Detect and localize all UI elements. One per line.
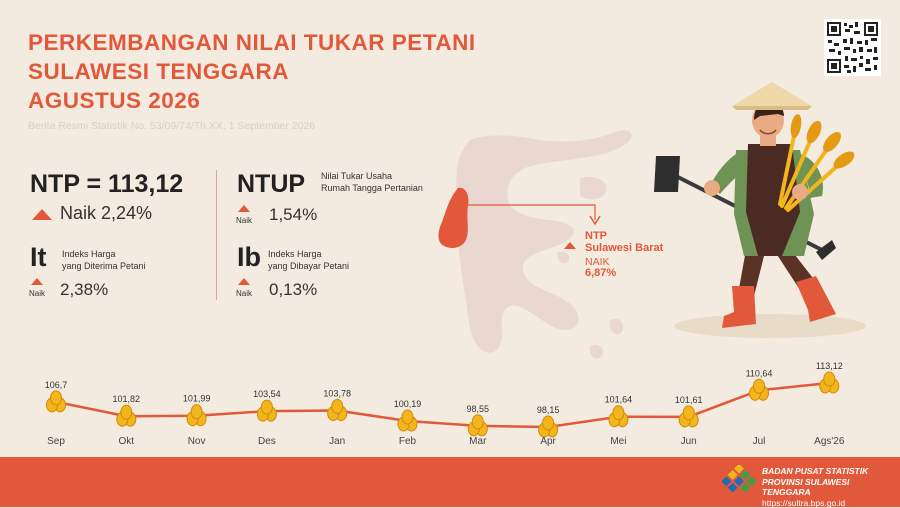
ib-abbr: Ib <box>237 242 261 273</box>
x-tick-label: Mar <box>469 436 487 447</box>
ntup-value: 1,54% <box>269 205 317 225</box>
ib-status: Naik <box>236 289 252 298</box>
data-label: 103,78 <box>323 388 351 398</box>
coin-stack-point <box>187 405 206 426</box>
data-label: 98,55 <box>467 404 490 414</box>
coin-stack-point <box>679 406 698 427</box>
coin-stack-point <box>468 415 487 436</box>
up-triangle-icon <box>238 205 250 212</box>
qr-code-icon[interactable] <box>824 19 881 76</box>
coin-stack-point <box>609 406 628 427</box>
x-tick-label: Nov <box>188 436 206 447</box>
coin-stack-point <box>47 391 66 412</box>
x-tick-label: Jul <box>753 436 766 447</box>
bps-organization: BADAN PUSAT STATISTIK PROVINSI SULAWESI … <box>762 466 900 508</box>
region-value: 6,87% <box>585 267 616 279</box>
x-tick-label: Ags'26 <box>814 436 845 447</box>
ntp-change: Naik 2,24% <box>60 203 152 224</box>
sulawesi-barat-highlight <box>439 188 469 248</box>
coin-stack-point <box>398 410 417 431</box>
bps-logo-icon <box>722 465 756 499</box>
press-release-number: Berita Resmi Statistik No. 53/09/74/Th.X… <box>28 120 315 132</box>
x-tick-label: Apr <box>540 436 556 447</box>
ib-value: 0,13% <box>269 280 317 300</box>
ntp-series-line <box>56 383 829 427</box>
page-title: PERKEMBANGAN NILAI TUKAR PETANI SULAWESI… <box>28 28 476 115</box>
coin-stack-point <box>328 399 347 420</box>
x-tick-label: Sep <box>47 436 65 447</box>
up-triangle-icon <box>238 278 250 285</box>
data-label: 101,82 <box>113 394 141 404</box>
x-tick-label: Okt <box>119 436 135 447</box>
x-tick-label: Mei <box>610 436 626 447</box>
x-tick-label: Jun <box>681 436 697 447</box>
data-label: 100,19 <box>394 399 422 409</box>
it-description: Indeks Harga yang Diterima Petani <box>62 248 146 272</box>
coin-stack-point <box>257 400 276 421</box>
title-line-3: AGUSTUS 2026 <box>28 86 476 115</box>
org-line-1: BADAN PUSAT STATISTIK <box>762 466 900 477</box>
coin-stack-point <box>539 416 558 437</box>
ntp-value: NTP = 113,12 <box>30 170 183 199</box>
it-value: 2,38% <box>60 280 108 300</box>
data-label: 110,64 <box>746 368 773 378</box>
divider <box>216 170 217 300</box>
farmer-illustration <box>650 80 890 350</box>
up-triangle-icon <box>31 278 43 285</box>
data-label: 98,15 <box>537 405 560 415</box>
it-status: Naik <box>29 289 45 298</box>
title-line-2: SULAWESI TENGGARA <box>28 57 476 86</box>
ntup-status: Naik <box>236 216 252 225</box>
ntup-abbr: NTUP <box>237 170 305 199</box>
x-tick-label: Jan <box>329 436 345 447</box>
coin-stack-point <box>117 405 136 426</box>
x-tick-label: Feb <box>399 436 417 447</box>
org-url[interactable]: https://sultra.bps.go.id <box>762 498 900 508</box>
ntup-description: Nilai Tukar Usaha Rumah Tangga Pertanian <box>321 170 423 194</box>
data-label: 113,12 <box>816 361 843 371</box>
data-label: 106,7 <box>45 380 68 390</box>
ntp-line-chart: 106,7 Sep 101,82 Okt 101,99 Nov 103,54 Des 103,7… <box>0 350 900 455</box>
coin-stack-point <box>820 372 839 393</box>
it-abbr: It <box>30 242 47 273</box>
up-triangle-icon <box>32 209 52 220</box>
data-label: 101,99 <box>183 394 211 404</box>
data-label: 101,64 <box>605 395 633 405</box>
ib-description: Indeks Harga yang Dibayar Petani <box>268 248 349 272</box>
coin-stack-point <box>750 379 769 400</box>
x-tick-label: Des <box>258 436 276 447</box>
title-line-1: PERKEMBANGAN NILAI TUKAR PETANI <box>28 28 476 57</box>
up-triangle-icon <box>564 242 576 249</box>
data-label: 101,61 <box>675 395 703 405</box>
org-line-2: PROVINSI SULAWESI TENGGARA <box>762 477 900 498</box>
footer: BADAN PUSAT STATISTIK PROVINSI SULAWESI … <box>0 457 900 507</box>
data-label: 103,54 <box>253 389 281 399</box>
